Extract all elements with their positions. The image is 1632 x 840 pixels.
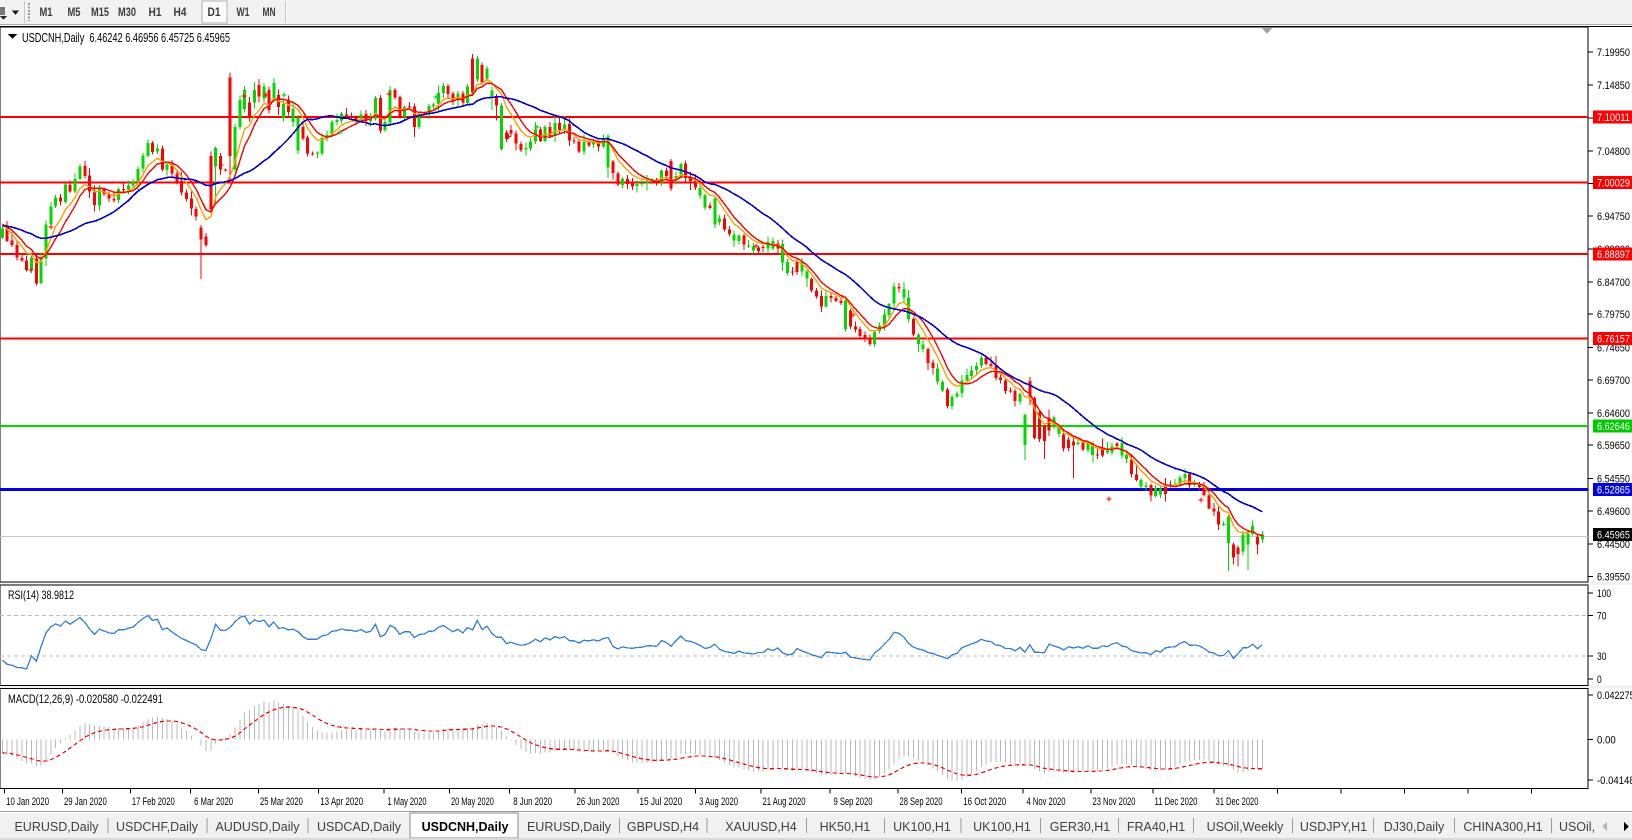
svg-text:3 Aug 2020: 3 Aug 2020 [699,796,738,808]
svg-text:FRA40,H1: FRA40,H1 [1127,820,1185,834]
svg-text:6.69700: 6.69700 [1597,375,1630,387]
svg-text:7.19950: 7.19950 [1597,47,1630,59]
svg-text:100: 100 [1597,588,1611,600]
svg-text:6.52865: 6.52865 [1597,485,1630,497]
svg-text:USOil,: USOil, [1559,820,1595,834]
svg-text:7.00029: 7.00029 [1597,178,1630,190]
svg-text:6.39550: 6.39550 [1597,572,1630,584]
svg-text:6.54550: 6.54550 [1597,474,1630,486]
svg-text:6.84700: 6.84700 [1597,277,1630,289]
svg-text:USDCNH,Daily 6.46242 6.46956: USDCNH,Daily 6.46242 6.46956 6.45725 6.4… [22,30,230,45]
svg-text:17 Feb 2020: 17 Feb 2020 [132,796,175,808]
svg-text:CHINA300,H1: CHINA300,H1 [1463,820,1542,834]
svg-text:UK100,H1: UK100,H1 [973,820,1031,834]
svg-text:XAUUSD,H4: XAUUSD,H4 [725,820,797,834]
svg-text:15 Jul 2020: 15 Jul 2020 [639,796,682,808]
svg-text:10 Jan 2020: 10 Jan 2020 [6,796,49,808]
svg-text:6.79750: 6.79750 [1597,309,1630,321]
svg-text:USDCAD,Daily: USDCAD,Daily [317,820,402,834]
svg-text:31 Dec 2020: 31 Dec 2020 [1216,796,1259,808]
svg-text:0.042275: 0.042275 [1597,690,1632,702]
svg-text:6.62646: 6.62646 [1597,421,1630,433]
svg-text:6 Mar 2020: 6 Mar 2020 [194,796,233,808]
svg-text:GBPUSD,H4: GBPUSD,H4 [627,820,699,834]
svg-text:21 Aug 2020: 21 Aug 2020 [763,796,806,808]
svg-text:M5: M5 [68,7,81,19]
svg-text:23 Nov 2020: 23 Nov 2020 [1093,796,1136,808]
svg-text:20 May 2020: 20 May 2020 [451,796,494,808]
svg-text:EURUSD,Daily: EURUSD,Daily [527,820,612,834]
svg-text:H1: H1 [149,7,163,19]
svg-text:GER30,H1: GER30,H1 [1050,820,1110,834]
svg-text:-0.04148: -0.04148 [1597,775,1632,787]
svg-text:26 Jun 2020: 26 Jun 2020 [577,796,620,808]
svg-text:6.88897: 6.88897 [1597,249,1630,261]
svg-text:M15: M15 [91,7,109,19]
svg-text:11 Dec 2020: 11 Dec 2020 [1155,796,1198,808]
svg-text:70: 70 [1597,611,1606,623]
svg-text:AUDUSD,Daily: AUDUSD,Daily [215,820,300,834]
svg-text:6.76157: 6.76157 [1597,334,1630,346]
svg-text:HK50,H1: HK50,H1 [820,820,871,834]
svg-text:6.74650: 6.74650 [1597,343,1630,355]
svg-text:USDJPY,H1: USDJPY,H1 [1300,820,1367,834]
svg-text:16 Oct 2020: 16 Oct 2020 [963,796,1006,808]
svg-text:H4: H4 [174,7,188,19]
svg-text:30: 30 [1597,651,1606,663]
svg-text:13 Apr 2020: 13 Apr 2020 [320,796,363,808]
svg-text:RSI(14) 38.9812: RSI(14) 38.9812 [8,590,74,602]
svg-text:MACD(12,26,9) -0.020580 -0.022: MACD(12,26,9) -0.020580 -0.022491 [8,694,163,706]
svg-text:6.44500: 6.44500 [1597,539,1630,551]
svg-text:7.14850: 7.14850 [1597,80,1630,92]
svg-text:D1: D1 [208,7,222,19]
svg-text:MN: MN [263,7,276,19]
svg-text:6.64600: 6.64600 [1597,408,1630,420]
svg-text:7.10011: 7.10011 [1597,112,1630,124]
svg-text:6.49600: 6.49600 [1597,506,1630,518]
svg-text:EURUSD,Daily: EURUSD,Daily [14,820,99,834]
svg-text:0.00: 0.00 [1597,735,1616,747]
svg-text:4 Nov 2020: 4 Nov 2020 [1027,796,1066,808]
svg-text:28 Sep 2020: 28 Sep 2020 [900,796,943,808]
svg-text:USDCHF,Daily: USDCHF,Daily [116,820,199,834]
svg-text:7.04800: 7.04800 [1597,146,1630,158]
svg-text:6.59650: 6.59650 [1597,440,1630,452]
svg-text:9 Sep 2020: 9 Sep 2020 [834,796,873,808]
svg-text:USOil,Weekly: USOil,Weekly [1207,820,1285,834]
svg-text:USDCNH,Daily: USDCNH,Daily [422,820,509,834]
svg-text:1 May 2020: 1 May 2020 [388,796,427,808]
svg-text:M30: M30 [118,7,136,19]
svg-text:25 Mar 2020: 25 Mar 2020 [260,796,303,808]
svg-text:6.94750: 6.94750 [1597,211,1630,223]
svg-text:W1: W1 [237,7,250,19]
svg-text:8 Jun 2020: 8 Jun 2020 [513,796,552,808]
svg-text:UK100,H1: UK100,H1 [893,820,951,834]
svg-text:29 Jan 2020: 29 Jan 2020 [64,796,107,808]
svg-text:M1: M1 [40,7,53,19]
svg-text:0: 0 [1597,674,1602,686]
svg-text:DJ30,Daily: DJ30,Daily [1384,820,1445,834]
svg-text:6.45965: 6.45965 [1597,530,1630,542]
